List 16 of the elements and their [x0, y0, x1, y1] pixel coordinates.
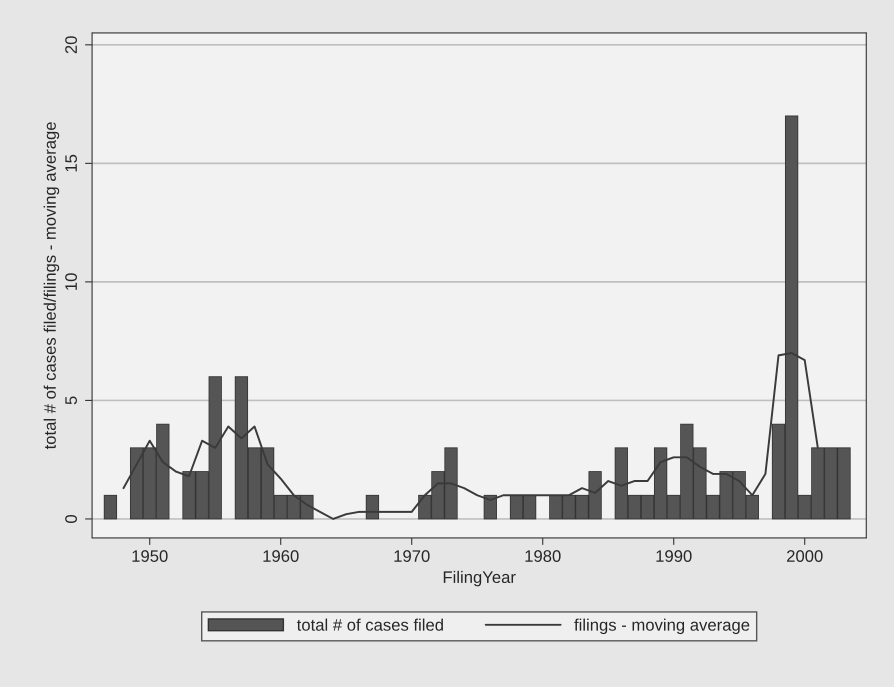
y-tick-label: 5 — [65, 396, 77, 404]
x-tick-label: 1990 — [656, 550, 692, 562]
x-tick-label: 1960 — [263, 550, 299, 562]
legend-label: filings - moving average — [574, 618, 750, 634]
bar — [104, 494, 118, 520]
y-tick-label: 0 — [65, 514, 77, 523]
y-axis-title: total # of cases filed/filings - moving average — [44, 122, 60, 450]
x-axis-title: FilingYear — [444, 570, 516, 586]
y-tick-label: 15 — [65, 154, 77, 172]
y-tick-label: 20 — [65, 36, 77, 54]
x-tick-label: 1970 — [394, 550, 430, 562]
x-tick-label: 1950 — [132, 550, 168, 562]
legend-label: total # of cases filed — [296, 618, 443, 631]
x-tick-label: 1980 — [525, 550, 561, 562]
x-tick-label: 2000 — [787, 550, 823, 562]
y-tick-label: 10 — [65, 273, 77, 290]
